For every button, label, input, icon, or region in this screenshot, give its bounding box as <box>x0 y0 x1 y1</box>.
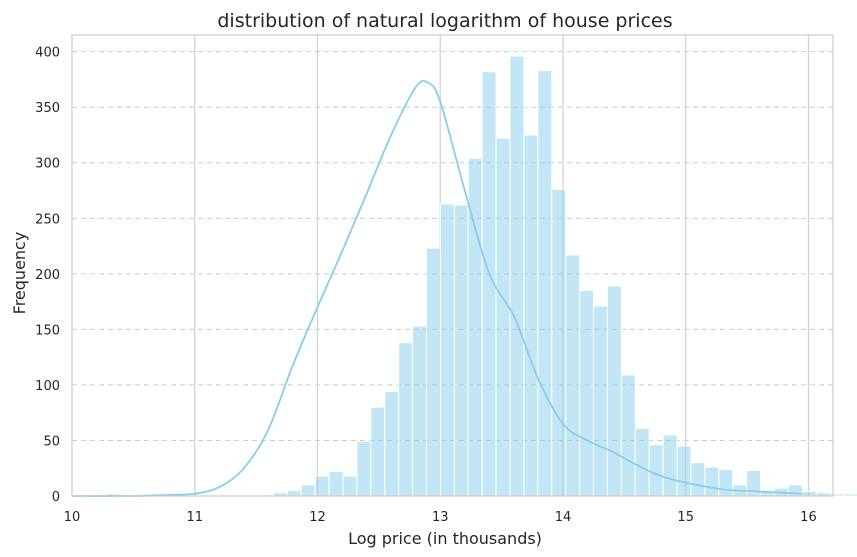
histogram-bar <box>718 468 734 497</box>
x-tick-label: 11 <box>186 510 203 525</box>
histogram-bars <box>105 55 857 497</box>
x-tick-label: 12 <box>309 510 326 525</box>
histogram-bar <box>439 203 455 497</box>
histogram-bar <box>620 374 636 497</box>
y-axis-label: Frequency <box>10 232 29 315</box>
y-tick-label: 200 <box>35 268 60 283</box>
histogram-bar <box>495 137 511 497</box>
histogram-bar <box>328 471 344 497</box>
histogram-bar <box>843 493 857 497</box>
axes-spines <box>71 34 834 497</box>
histogram-bar <box>314 475 330 497</box>
x-tick-label: 14 <box>555 510 572 525</box>
histogram-bar <box>370 406 386 497</box>
plot-frame <box>71 34 834 497</box>
x-tick-label: 13 <box>432 510 449 525</box>
histogram-bar <box>704 466 720 497</box>
x-tick-label: 15 <box>677 510 694 525</box>
histogram-bar <box>426 247 441 497</box>
y-tick-label: 150 <box>35 323 60 338</box>
x-tick-labels: 10 11 12 13 14 15 16 <box>64 510 817 525</box>
histogram-bar <box>342 475 358 497</box>
x-tick-label: 10 <box>64 510 81 525</box>
histogram-bar <box>300 484 316 497</box>
histogram-bar <box>676 445 692 497</box>
y-tick-label: 400 <box>35 46 60 61</box>
histogram-bar <box>537 70 553 497</box>
histogram-bar <box>384 391 400 497</box>
histogram-bar <box>606 285 622 497</box>
y-tick-label: 0 <box>52 490 60 505</box>
kde-curve <box>71 79 803 497</box>
histogram-bar <box>593 305 608 497</box>
histogram-bar <box>690 462 706 497</box>
y-tick-label: 100 <box>35 379 60 394</box>
histogram-bar <box>579 289 595 497</box>
histogram-bar <box>412 325 428 497</box>
histogram-bar <box>523 134 539 497</box>
x-axis-label: Log price (in thousands) <box>348 529 542 548</box>
histogram-bar <box>286 489 302 497</box>
histogram-bar <box>801 491 817 497</box>
histogram-bar <box>634 427 650 497</box>
x-tick-label: 16 <box>800 510 817 525</box>
y-tick-labels: 0 50 100 150 200 250 300 350 400 <box>35 46 60 505</box>
histogram-bar <box>648 444 664 497</box>
y-tick-label: 350 <box>35 101 60 116</box>
histogram-bar <box>662 434 678 497</box>
y-tick-label: 50 <box>43 434 60 449</box>
histogram-bar <box>453 204 469 497</box>
chart-title: distribution of natural logarithm of hou… <box>217 10 672 32</box>
histogram-bar <box>356 441 372 497</box>
histogram-bar <box>551 188 567 497</box>
y-tick-label: 250 <box>35 212 60 227</box>
histogram-bar <box>509 55 525 497</box>
histogram-bar <box>398 342 414 497</box>
histogram-bar <box>565 254 581 497</box>
y-tick-label: 300 <box>35 157 60 172</box>
